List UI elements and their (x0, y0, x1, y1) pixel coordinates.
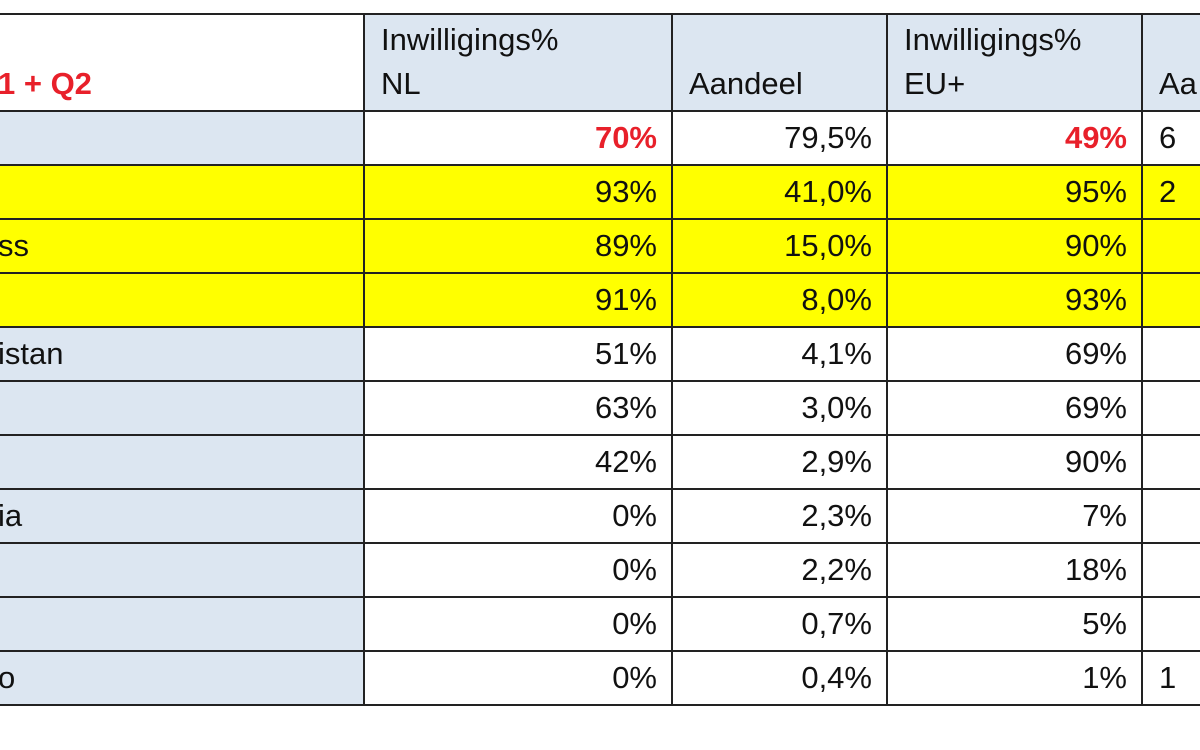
value-cell: 1 (1143, 652, 1200, 706)
header-text: Aandeel (689, 66, 803, 101)
value-cell: 41,0% (673, 166, 888, 220)
row-label-cell: ss (0, 220, 365, 274)
row-label-cell (0, 598, 365, 652)
value-cell (1143, 544, 1200, 598)
value-cell: 0,4% (673, 652, 888, 706)
value-cell: 91% (365, 274, 673, 328)
value-cell (1143, 328, 1200, 382)
value-cell: 0% (365, 544, 673, 598)
header-cell: Inwilligings% EU+ (888, 15, 1143, 112)
value-cell: 69% (888, 328, 1143, 382)
header-cell: 1 + Q2 (0, 15, 365, 112)
value-cell: 5% (888, 598, 1143, 652)
row-label-cell (0, 436, 365, 490)
value-cell: 0,7% (673, 598, 888, 652)
value-cell: 90% (888, 436, 1143, 490)
value-cell: 70% (365, 112, 673, 166)
value-cell: 15,0% (673, 220, 888, 274)
header-text: EU+ (904, 66, 966, 101)
value-cell: 49% (888, 112, 1143, 166)
value-cell: 90% (888, 220, 1143, 274)
row-label-cell: istan (0, 328, 365, 382)
value-cell: 2,2% (673, 544, 888, 598)
value-cell: 7% (888, 490, 1143, 544)
header-cell: Aa (1143, 15, 1200, 112)
value-cell: 0% (365, 598, 673, 652)
value-cell (1143, 382, 1200, 436)
row-label-cell: o (0, 652, 365, 706)
value-cell: 93% (888, 274, 1143, 328)
table-border (0, 13, 1200, 15)
value-cell: 93% (365, 166, 673, 220)
row-label-cell (0, 382, 365, 436)
value-cell: 3,0% (673, 382, 888, 436)
value-cell: 2,3% (673, 490, 888, 544)
header-text: Inwilligings% (381, 22, 559, 57)
value-cell: 18% (888, 544, 1143, 598)
value-cell (1143, 436, 1200, 490)
value-cell: 8,0% (673, 274, 888, 328)
value-cell: 42% (365, 436, 673, 490)
value-cell: 89% (365, 220, 673, 274)
value-cell: 2 (1143, 166, 1200, 220)
header-text: 1 + Q2 (0, 66, 92, 101)
row-label-cell (0, 544, 365, 598)
value-cell (1143, 490, 1200, 544)
value-cell: 95% (888, 166, 1143, 220)
header-text: NL (381, 66, 421, 101)
value-cell: 51% (365, 328, 673, 382)
row-label-cell (0, 112, 365, 166)
value-cell: 6 (1143, 112, 1200, 166)
value-cell: 69% (888, 382, 1143, 436)
value-cell (1143, 220, 1200, 274)
value-cell: 63% (365, 382, 673, 436)
header-cell: Inwilligings% NL (365, 15, 673, 112)
value-cell: 0% (365, 490, 673, 544)
row-label-cell: ia (0, 490, 365, 544)
header-cell: Aandeel (673, 15, 888, 112)
value-cell: 2,9% (673, 436, 888, 490)
row-label-cell (0, 274, 365, 328)
value-cell (1143, 598, 1200, 652)
value-cell (1143, 274, 1200, 328)
value-cell: 4,1% (673, 328, 888, 382)
value-cell: 0% (365, 652, 673, 706)
value-cell: 79,5% (673, 112, 888, 166)
header-text: Aa (1159, 66, 1197, 101)
row-label-cell (0, 166, 365, 220)
value-cell: 1% (888, 652, 1143, 706)
header-text: Inwilligings% (904, 22, 1082, 57)
